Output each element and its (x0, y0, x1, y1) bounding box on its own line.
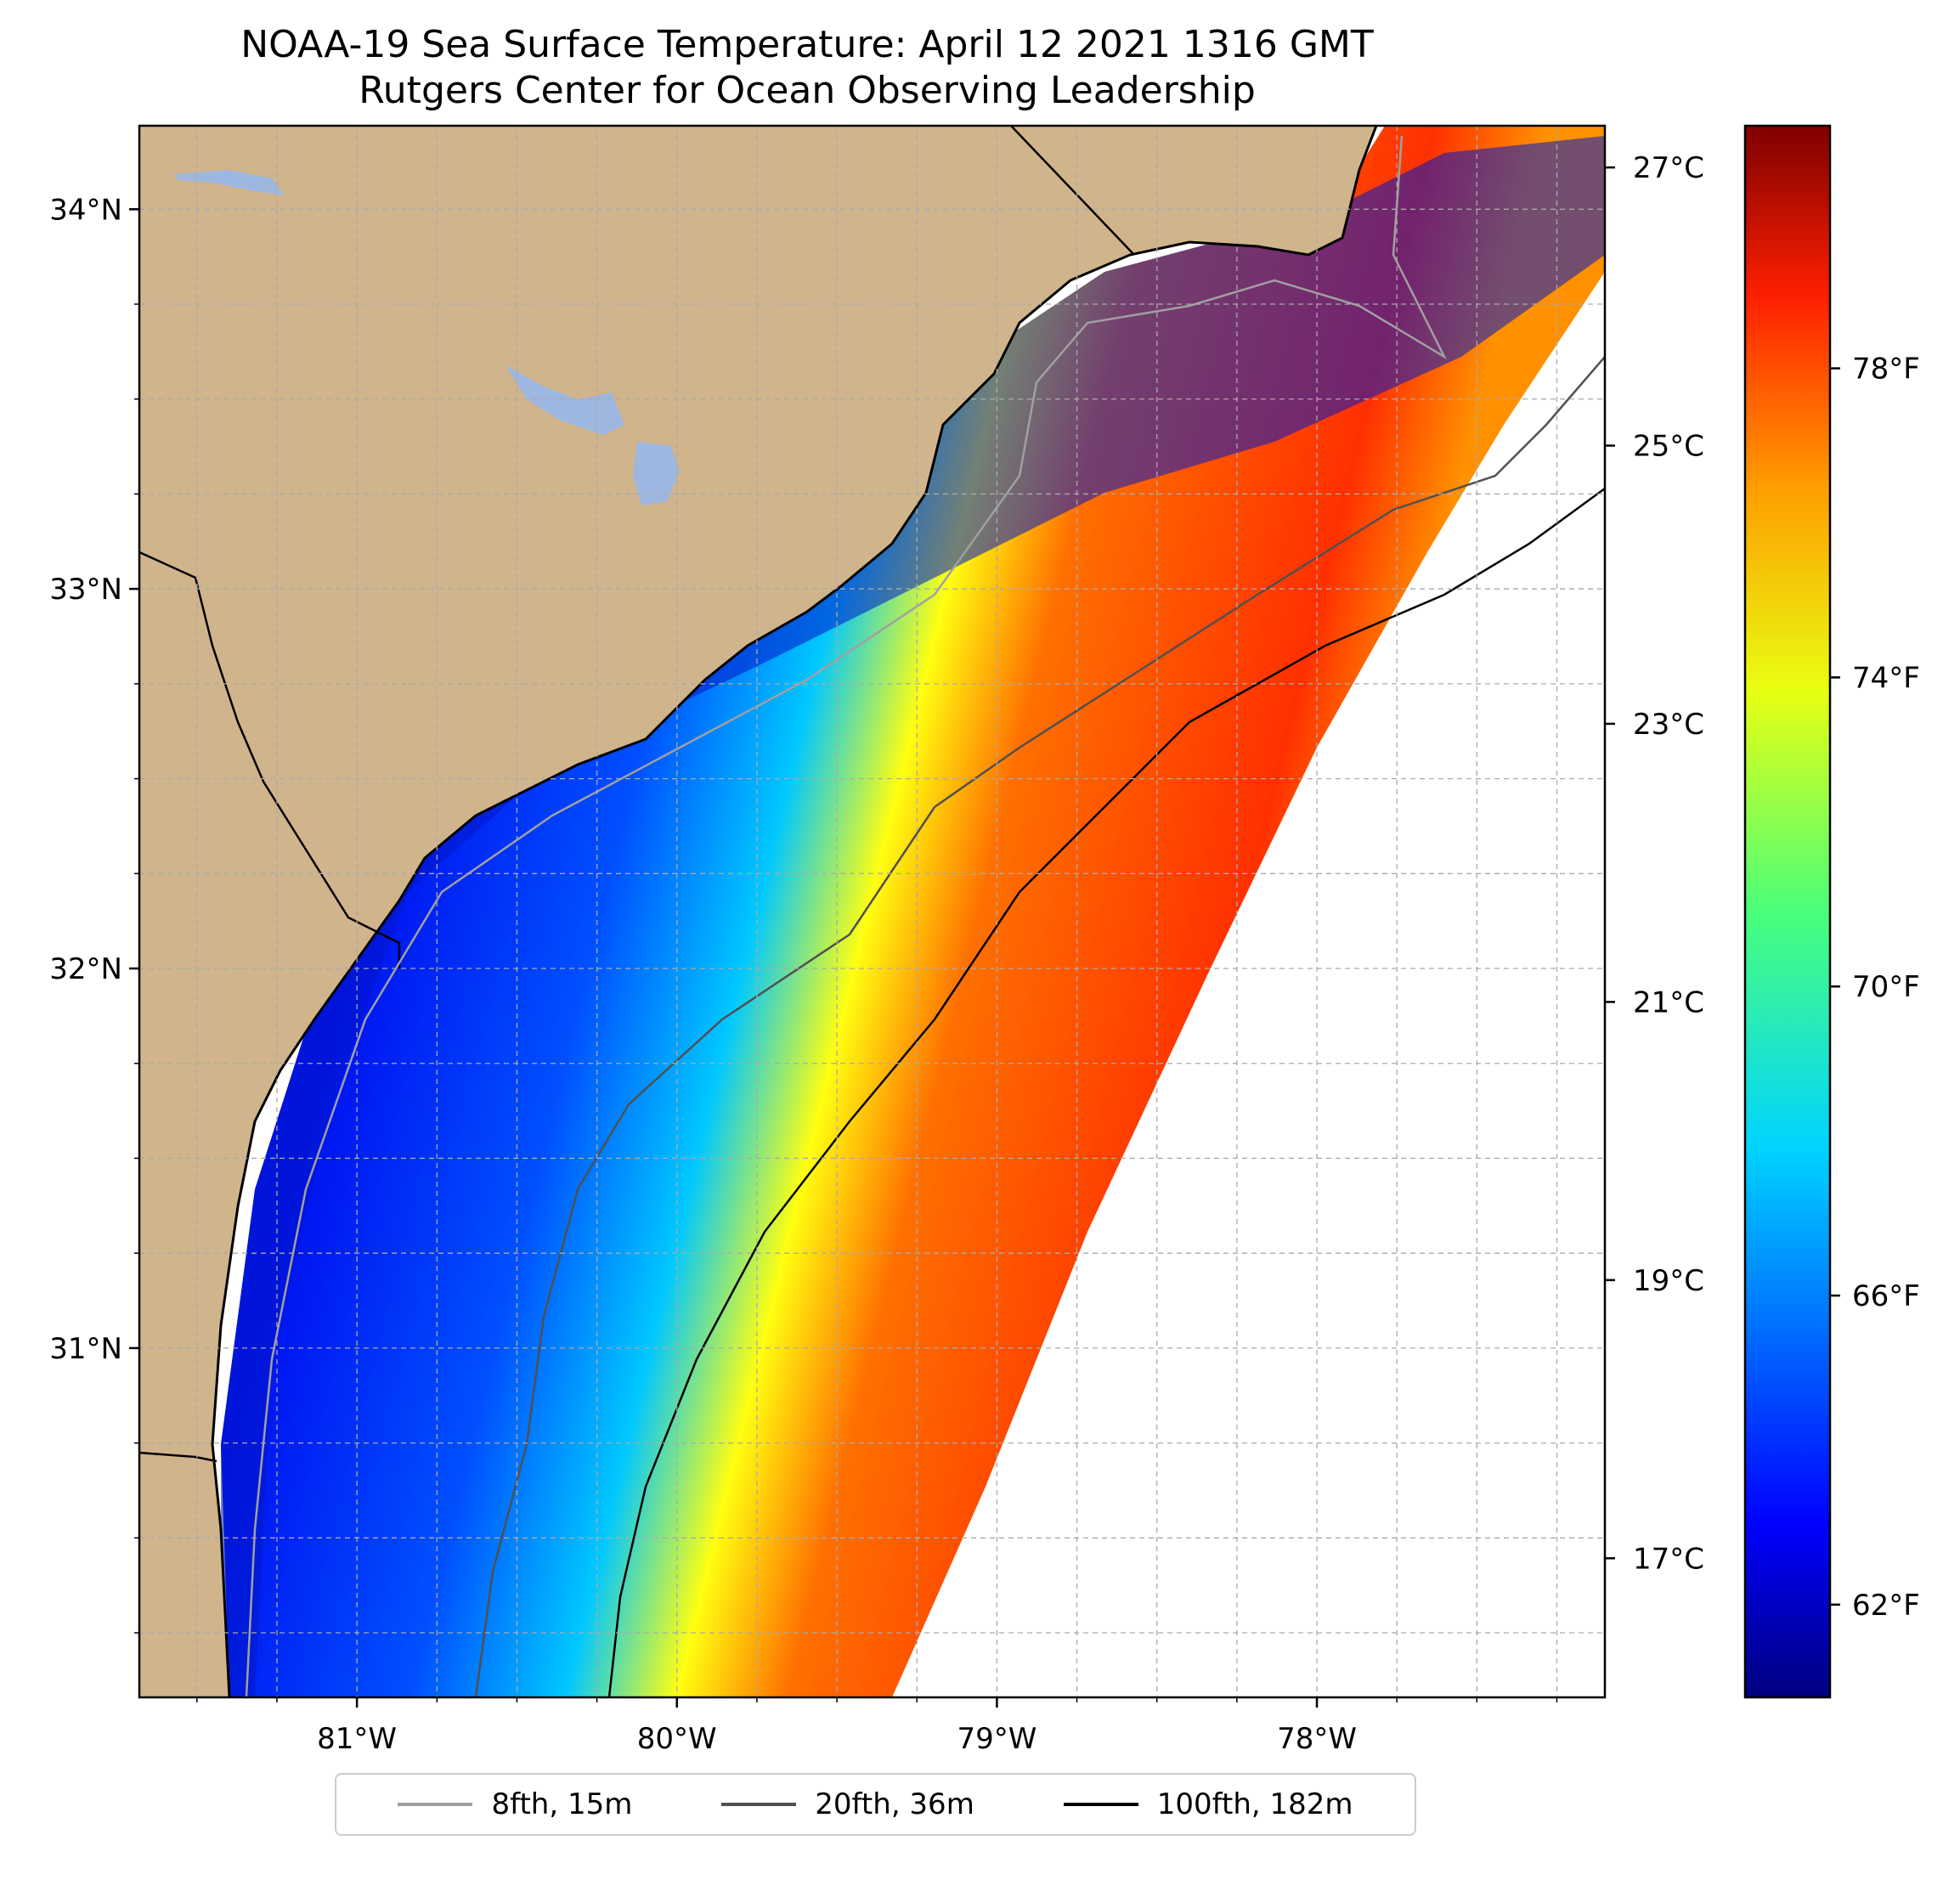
legend-item: 100fth, 182m (1063, 1787, 1353, 1821)
lake (633, 442, 680, 505)
lake (506, 365, 624, 435)
legend-label: 20fth, 36m (815, 1787, 974, 1821)
contour-20fth (474, 356, 1605, 1697)
state-border (1010, 126, 1135, 256)
lon-tick-label: 78°W (1277, 1722, 1357, 1756)
legend: 8fth, 15m 20fth, 36m 100fth, 182m (335, 1773, 1416, 1836)
lat-tick-label: 33°N (49, 573, 122, 607)
state-border (139, 1451, 217, 1463)
contour-8fth (245, 135, 1448, 1697)
lat-tick-label: 32°N (49, 952, 122, 986)
fahrenheit-tick-label: 62°F (1852, 1589, 1920, 1623)
coastline (211, 126, 1378, 1697)
legend-swatch (721, 1803, 797, 1806)
legend-label: 8fth, 15m (491, 1787, 633, 1821)
lon-tick-label: 79°W (957, 1722, 1036, 1756)
colorbar (1743, 124, 1832, 1699)
state-border (139, 550, 401, 968)
contour-100fth (607, 487, 1605, 1697)
fahrenheit-tick-label: 74°F (1852, 661, 1920, 695)
celsius-tick-label: 27°C (1633, 151, 1704, 185)
fahrenheit-tick-label: 70°F (1852, 970, 1920, 1004)
celsius-tick-label: 25°C (1633, 430, 1704, 464)
fahrenheit-tick-label: 66°F (1852, 1279, 1920, 1313)
nearshore-cold-band (221, 136, 1605, 1697)
chart-title: NOAA-19 Sea Surface Temperature: April 1… (240, 23, 1374, 66)
plot-frame (138, 124, 1607, 1699)
celsius-tick-label: 23°C (1633, 708, 1704, 742)
lake (174, 170, 285, 195)
legend-swatch (398, 1803, 473, 1806)
fahrenheit-tick-label: 78°F (1852, 353, 1920, 387)
land (139, 126, 1376, 1697)
lat-tick-label: 31°N (49, 1332, 122, 1366)
lon-tick-label: 81°W (317, 1722, 397, 1756)
sst-swath (221, 126, 1605, 1697)
celsius-tick-label: 21°C (1633, 985, 1704, 1019)
chart-subtitle: Rutgers Center for Ocean Observing Leade… (359, 69, 1256, 112)
longitude-ticks: 81°W 80°W 79°W 78°W (196, 1697, 1558, 1756)
legend-item: 8fth, 15m (398, 1787, 632, 1821)
lon-tick-label: 80°W (637, 1722, 717, 1756)
latitude-ticks: 34°N 33°N 32°N 31°N (49, 193, 139, 1634)
legend-label: 100fth, 182m (1156, 1787, 1353, 1821)
gridlines (139, 126, 1605, 1697)
lat-tick-label: 34°N (49, 193, 122, 227)
legend-item: 20fth, 36m (721, 1787, 974, 1821)
legend-swatch (1063, 1803, 1138, 1806)
celsius-tick-label: 19°C (1633, 1264, 1704, 1298)
colorbar-celsius-ticks: 27°C 25°C 23°C 21°C 19°C 17°C (1605, 151, 1704, 1576)
colorbar-fahrenheit-ticks: 78°F 74°F 70°F 66°F 62°F (1830, 353, 1920, 1623)
celsius-tick-label: 17°C (1633, 1542, 1704, 1576)
